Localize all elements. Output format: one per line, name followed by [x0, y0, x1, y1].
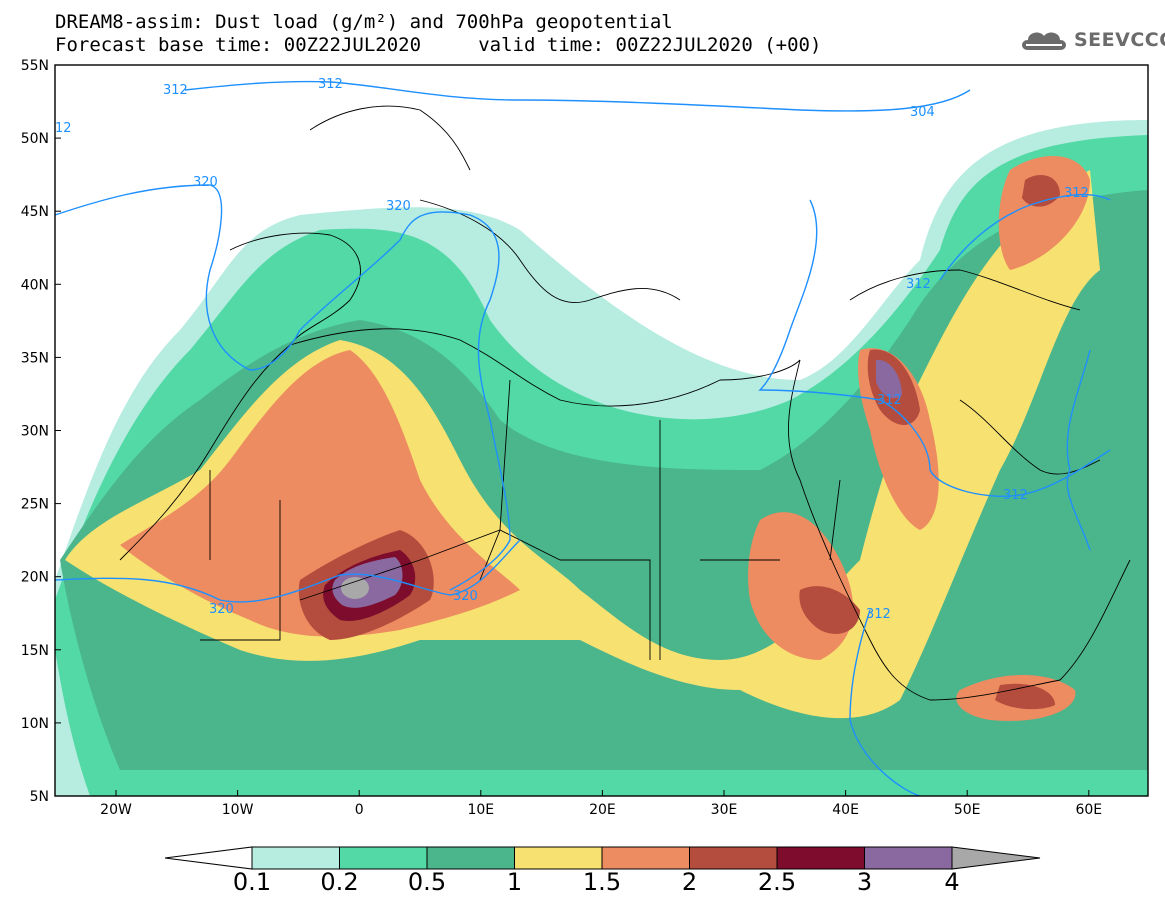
lat-label: 10N [21, 716, 49, 732]
colorbar-label: 3 [856, 868, 873, 896]
colorbar-bin [776, 846, 865, 870]
colorbar-label: 2 [681, 868, 698, 896]
contour-label: 312 [163, 83, 188, 98]
colorbar-bin [601, 846, 690, 870]
lat-label: 30N [21, 424, 49, 440]
contour-label: 12 [55, 121, 72, 136]
lat-label: 55N [21, 58, 49, 74]
colorbar-label: 0.5 [407, 868, 447, 896]
contour-label: 304 [910, 105, 935, 120]
lat-label: 5N [30, 789, 49, 805]
contour-label: 312 [877, 393, 902, 408]
title-line-1: DREAM8-assim: Dust load (g/m²) and 700hP… [55, 11, 673, 33]
contour-label: 312 [906, 277, 931, 292]
colorbar-arrow-high [951, 846, 1041, 870]
lat-label: 25N [21, 497, 49, 513]
colorbar-bin [864, 846, 953, 870]
seevccc-logo: SEEVCCC [1018, 26, 1165, 56]
colorbar [164, 846, 1041, 870]
lat-label: 50N [21, 131, 49, 147]
lon-label: 0 [355, 802, 364, 818]
lat-label: 40N [21, 277, 49, 293]
lat-label: 45N [21, 204, 49, 220]
contour-label: 320 [209, 602, 234, 617]
colorbar-label: 1 [506, 868, 523, 896]
colorbar-bin [339, 846, 428, 870]
lat-label: 35N [21, 350, 49, 366]
cloud-icon [1022, 32, 1066, 50]
title-line-2: Forecast base time: 00Z22JUL2020 valid t… [55, 34, 822, 56]
colorbar-label: 1.5 [582, 868, 622, 896]
lon-label: 50E [954, 802, 981, 818]
lon-label: 20W [100, 802, 132, 818]
lon-label: 10W [222, 802, 254, 818]
contour-label: 312 [1064, 186, 1089, 201]
contour-label: 312 [1003, 488, 1028, 503]
latitude-axis: 55N 50N 45N 40N 35N 30N 25N 20N 15N 10N 5N [21, 58, 61, 805]
contour-label: 320 [453, 589, 478, 604]
contour-labels: 312 312 304 12 320 320 320 320 312 312 3… [55, 77, 1089, 622]
colorbar-label: 0.1 [232, 868, 272, 896]
dust-shading [55, 65, 1148, 796]
lon-label: 20E [589, 802, 616, 818]
colorbar-label: 0.2 [320, 868, 359, 896]
colorbar-bin [251, 846, 340, 870]
colorbar-bin [426, 846, 515, 870]
colorbar-label: 4 [944, 868, 960, 896]
colorbar-arrow-low [164, 846, 253, 870]
contour-label: 312 [318, 77, 343, 92]
lat-label: 15N [21, 643, 49, 659]
longitude-axis: 20W 10W 0 10E 20E 30E 40E 50E 60E [100, 790, 1102, 818]
lon-label: 30E [711, 802, 738, 818]
colorbar-bin [514, 846, 603, 870]
lon-label: 60E [1075, 802, 1102, 818]
contour-label: 320 [193, 175, 218, 190]
geopotential-contours [55, 80, 1111, 796]
colorbar-bin [689, 846, 778, 870]
lat-label: 20N [21, 570, 49, 586]
contour-label: 320 [386, 199, 411, 214]
colorbar-label: 2.5 [757, 868, 797, 896]
coastlines [119, 105, 1131, 701]
lon-label: 10E [467, 802, 494, 818]
contour-label: 312 [866, 607, 891, 622]
logo-text: SEEVCCC [1074, 29, 1165, 51]
lon-label: 40E [832, 802, 859, 818]
